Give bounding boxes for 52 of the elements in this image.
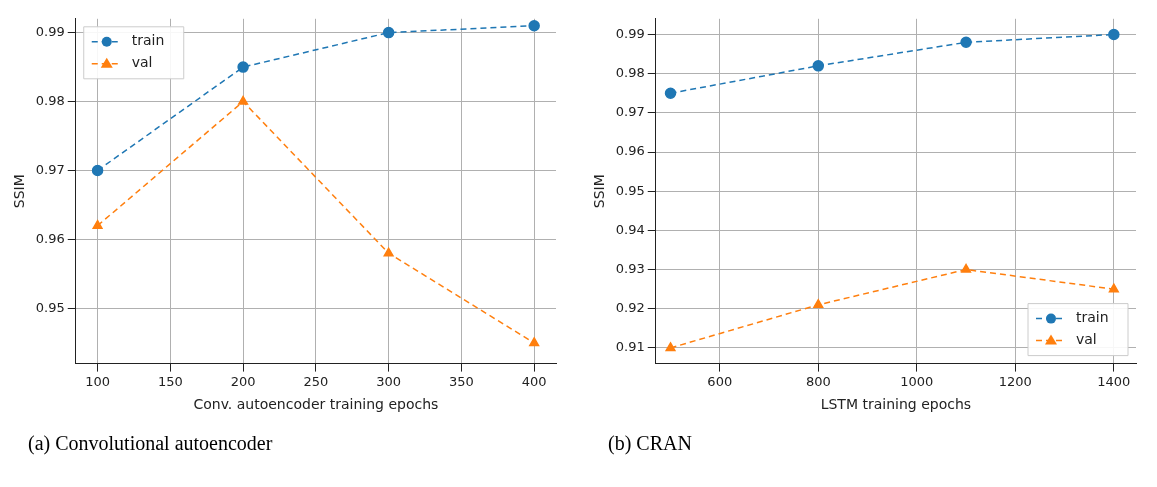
point <box>664 87 677 99</box>
point <box>813 299 824 309</box>
point <box>1108 28 1120 41</box>
legend-label: train <box>1076 309 1109 326</box>
point <box>812 60 825 72</box>
x-axis-title: Conv. autoencoder training epochs <box>193 396 439 413</box>
y-axis-title: SSIM <box>11 174 28 209</box>
point <box>92 219 103 229</box>
legend-label: val <box>1076 331 1097 348</box>
x-tick-label: 400 <box>521 373 547 389</box>
y-tick-label: 0.97 <box>35 161 65 177</box>
point <box>960 36 972 49</box>
point <box>528 19 540 32</box>
text: (a) Convolutional autoencoder <box>27 432 274 455</box>
y-axis-title: SSIM <box>591 174 608 209</box>
x-tick-label: 600 <box>707 373 733 389</box>
point <box>91 164 104 177</box>
y-tick-label: 0.98 <box>35 92 65 108</box>
point <box>1108 283 1119 293</box>
point <box>382 26 395 39</box>
x-axis-title: LSTM training epochs <box>820 396 972 413</box>
y-tick-label: 0.98 <box>615 65 645 81</box>
x-tick-label: 1000 <box>900 373 934 389</box>
y-tick-label: 0.96 <box>35 230 65 246</box>
y-tick-label: 0.99 <box>615 25 645 41</box>
x-tick-label: 200 <box>230 373 256 389</box>
point <box>665 342 676 352</box>
y-tick-label: 0.95 <box>35 299 65 315</box>
point <box>237 61 249 73</box>
y-tick-label: 0.96 <box>615 143 645 159</box>
x-tick-label: 100 <box>85 373 110 389</box>
legend-label: val <box>131 54 153 71</box>
x-tick-label: 350 <box>448 373 474 389</box>
text: (b) CRAN <box>607 432 693 455</box>
point <box>529 337 540 347</box>
x-tick-label: 150 <box>157 373 183 389</box>
legend-label: train <box>131 32 165 49</box>
x-tick-label: 300 <box>376 373 402 389</box>
x-tick-label: 250 <box>303 373 329 389</box>
point <box>238 95 249 105</box>
x-tick-label: 1400 <box>1097 373 1131 389</box>
y-tick-label: 0.99 <box>35 23 65 39</box>
y-tick-label: 0.95 <box>615 182 645 198</box>
y-tick-label: 0.97 <box>615 104 645 120</box>
point <box>960 263 972 273</box>
x-tick-label: 800 <box>805 373 831 389</box>
y-tick-label: 0.92 <box>615 300 645 316</box>
y-tick-label: 0.94 <box>615 221 645 237</box>
y-tick-label: 0.93 <box>615 260 645 276</box>
point <box>383 247 394 257</box>
x-tick-label: 1200 <box>998 373 1032 389</box>
y-tick-label: 0.91 <box>615 339 645 355</box>
